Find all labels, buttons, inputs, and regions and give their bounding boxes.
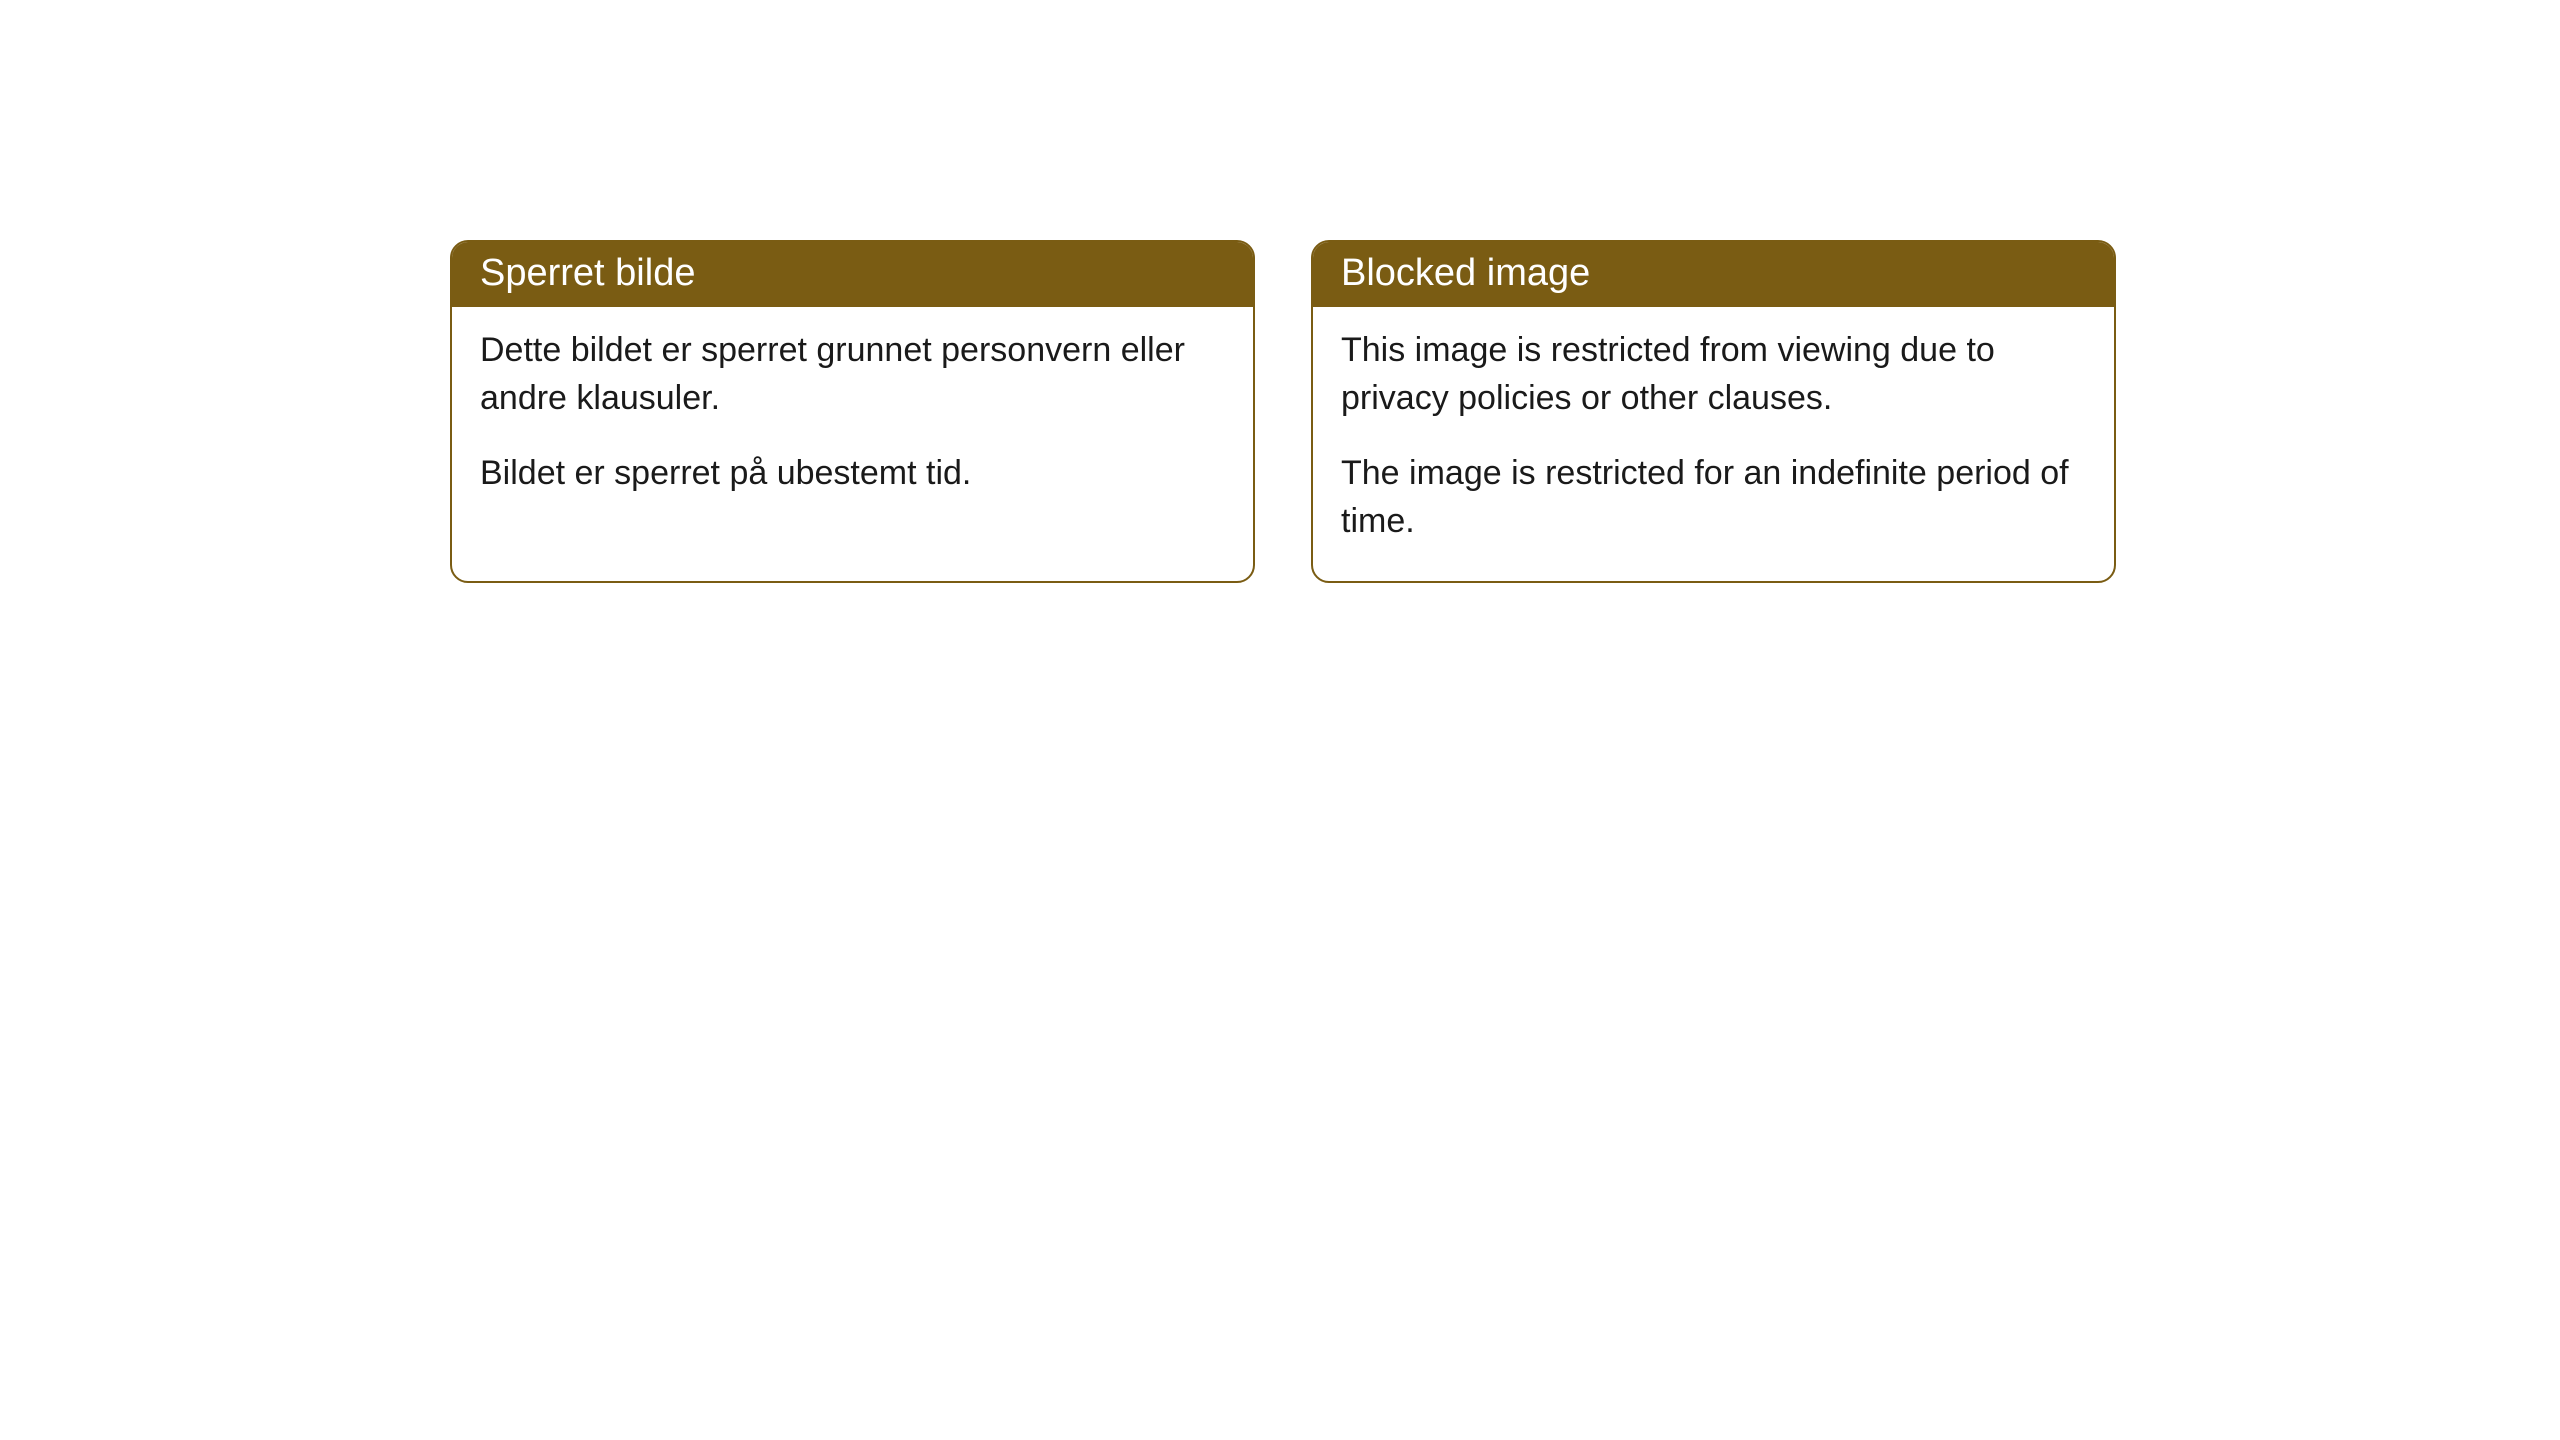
card-body-no: Dette bildet er sperret grunnet personve…: [452, 307, 1253, 534]
card-title: Blocked image: [1341, 252, 1590, 294]
card-header-en: Blocked image: [1313, 242, 2114, 307]
blocked-image-card-en: Blocked image This image is restricted f…: [1311, 240, 2116, 583]
card-body-en: This image is restricted from viewing du…: [1313, 307, 2114, 581]
card-header-no: Sperret bilde: [452, 242, 1253, 307]
card-paragraph: Dette bildet er sperret grunnet personve…: [480, 327, 1225, 422]
card-paragraph: Bildet er sperret på ubestemt tid.: [480, 450, 1225, 498]
blocked-image-card-no: Sperret bilde Dette bildet er sperret gr…: [450, 240, 1255, 583]
card-paragraph: The image is restricted for an indefinit…: [1341, 450, 2086, 545]
notice-cards-container: Sperret bilde Dette bildet er sperret gr…: [0, 0, 2560, 583]
card-title: Sperret bilde: [480, 252, 695, 294]
card-paragraph: This image is restricted from viewing du…: [1341, 327, 2086, 422]
